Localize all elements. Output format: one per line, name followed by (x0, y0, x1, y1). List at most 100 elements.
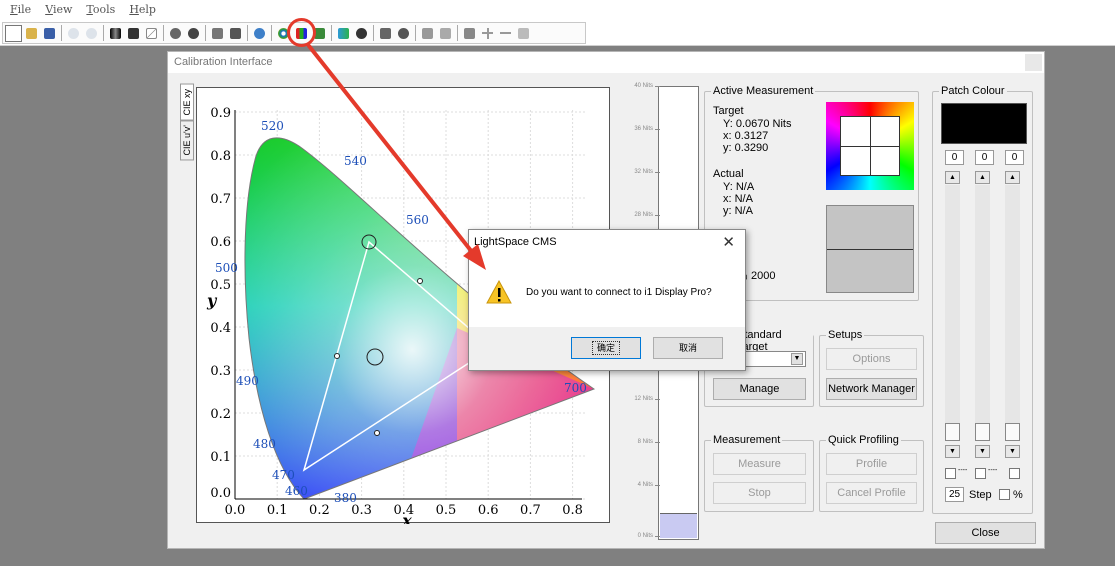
green-down-icon[interactable]: ▼ (975, 445, 990, 458)
green-slider[interactable] (975, 185, 990, 426)
print-icon[interactable] (377, 25, 394, 42)
red-slider[interactable] (945, 185, 960, 426)
green-lock-checkbox[interactable] (975, 468, 986, 479)
lock-dash-label: ---- (988, 467, 998, 474)
percent-checkbox[interactable] (999, 489, 1010, 500)
gradient-bars-icon[interactable] (107, 25, 124, 42)
measure-button[interactable]: Measure (713, 453, 806, 475)
red-lock-checkbox[interactable] (945, 468, 956, 479)
toolbar-separator (61, 25, 62, 41)
zoom-in-icon[interactable] (479, 25, 496, 42)
nits-tick (655, 399, 660, 400)
y-tick-label: 0.5 (210, 278, 231, 293)
actual-luminance: Y: N/A (723, 181, 755, 193)
nits-tick (655, 129, 660, 130)
wavelength-460: 460 (285, 484, 308, 498)
step-input[interactable]: 25 (945, 487, 964, 502)
window-close-button[interactable] (1025, 54, 1042, 71)
close-button[interactable]: Close (935, 522, 1036, 544)
chart-icon[interactable] (461, 25, 478, 42)
patch-colour-group: Patch Colour 0 0 0 ▲ ▲ ▲ ▼ ▼ ▼ ---- ----… (932, 85, 1033, 514)
red-value[interactable]: 0 (945, 150, 964, 165)
undo-icon[interactable] (65, 25, 82, 42)
red-slider-thumb[interactable] (945, 423, 960, 441)
target-y: y: 0.3290 (723, 142, 769, 154)
exit-icon[interactable] (515, 25, 532, 42)
step-label: Step (969, 489, 992, 501)
nits-label: 8 Nits (637, 439, 653, 445)
nits-label: 4 Nits (637, 482, 653, 488)
measurement-group: Measurement Measure Stop (704, 434, 814, 512)
toolbar-separator (331, 25, 332, 41)
new-file-icon[interactable] (5, 24, 22, 42)
nits-label: 36 Nits (634, 126, 653, 132)
open-folder-icon[interactable] (23, 25, 40, 42)
blue-up-icon[interactable]: ▲ (1005, 171, 1020, 184)
menu-tools[interactable]: Tools (86, 3, 116, 16)
blue-value[interactable]: 0 (1005, 150, 1024, 165)
actual-y: y: N/A (723, 205, 753, 217)
ok-button[interactable]: 确定 (571, 337, 641, 359)
toolbar-separator (163, 25, 164, 41)
play-icon[interactable] (335, 25, 352, 42)
tab-cie-xy[interactable]: CIE xy (180, 84, 194, 121)
y-tick-label: 0.8 (210, 149, 231, 164)
profile-button[interactable]: Profile (826, 453, 917, 475)
menu-help[interactable]: Help (129, 3, 156, 16)
target-color-swatch (826, 102, 914, 190)
midpoint-marker (334, 353, 340, 359)
setups-group: Setups Options Network Manager (819, 329, 924, 407)
blue-down-icon[interactable]: ▼ (1005, 445, 1020, 458)
menu-view[interactable]: View (45, 3, 73, 16)
nits-label: 40 Nits (634, 83, 653, 89)
target-luminance: Y: 0.0670 Nits (723, 118, 792, 130)
cancel-profile-button[interactable]: Cancel Profile (826, 482, 917, 504)
edit-icon[interactable] (209, 25, 226, 42)
nits-tick (655, 485, 660, 486)
green-up-icon[interactable]: ▲ (975, 171, 990, 184)
red-down-icon[interactable]: ▼ (945, 445, 960, 458)
stop-button[interactable]: Stop (713, 482, 806, 504)
red-up-icon[interactable]: ▲ (945, 171, 960, 184)
cancel-button[interactable]: 取消 (653, 337, 723, 359)
menu-bar: File View Tools Help (0, 0, 1115, 19)
wavelength-700: 700 (564, 381, 587, 395)
green-value[interactable]: 0 (975, 150, 994, 165)
sparkle-icon[interactable] (167, 25, 184, 42)
options-button[interactable]: Options (826, 348, 917, 370)
chevron-down-icon[interactable]: ▼ (791, 353, 803, 365)
wavelength-500: 500 (215, 261, 238, 275)
dialog-close-icon[interactable]: ✕ (722, 234, 735, 251)
flask-icon[interactable] (353, 25, 370, 42)
green-slider-thumb[interactable] (975, 423, 990, 441)
redo-icon[interactable] (83, 25, 100, 42)
network-manager-button[interactable]: Network Manager (826, 378, 917, 400)
menu-file[interactable]: File (10, 3, 32, 16)
measurement-title: Measurement (711, 434, 783, 446)
nits-bar-fill (660, 513, 697, 538)
y-tick-label: 0.6 (210, 235, 231, 250)
network-icon[interactable] (311, 25, 328, 42)
x-tick-label: 0.5 (436, 503, 457, 518)
cube-icon[interactable] (125, 25, 142, 42)
blue-slider[interactable] (1005, 185, 1020, 426)
tools-icon[interactable] (227, 25, 244, 42)
blue-slider-thumb[interactable] (1005, 423, 1020, 441)
patch-colour-title: Patch Colour (939, 85, 1007, 97)
blue-lock-checkbox[interactable] (1009, 468, 1020, 479)
diagonal-icon[interactable] (143, 25, 160, 42)
x-tick-label: 0.0 (225, 503, 246, 518)
i1-display-connect-icon[interactable] (275, 25, 292, 42)
globe-icon[interactable] (251, 25, 268, 42)
save-icon[interactable] (41, 25, 58, 42)
wavelength-470: 470 (272, 468, 295, 482)
radiation-icon[interactable] (395, 25, 412, 42)
paste-icon[interactable] (437, 25, 454, 42)
star-icon[interactable] (185, 25, 202, 42)
zoom-out-icon[interactable] (497, 25, 514, 42)
ok-button-label: 确定 (591, 341, 620, 355)
spectral-locus-outline (244, 137, 596, 500)
manage-button[interactable]: Manage (713, 378, 806, 400)
copy-icon[interactable] (419, 25, 436, 42)
tab-cie-uv[interactable]: CIE u'v' (180, 119, 194, 160)
